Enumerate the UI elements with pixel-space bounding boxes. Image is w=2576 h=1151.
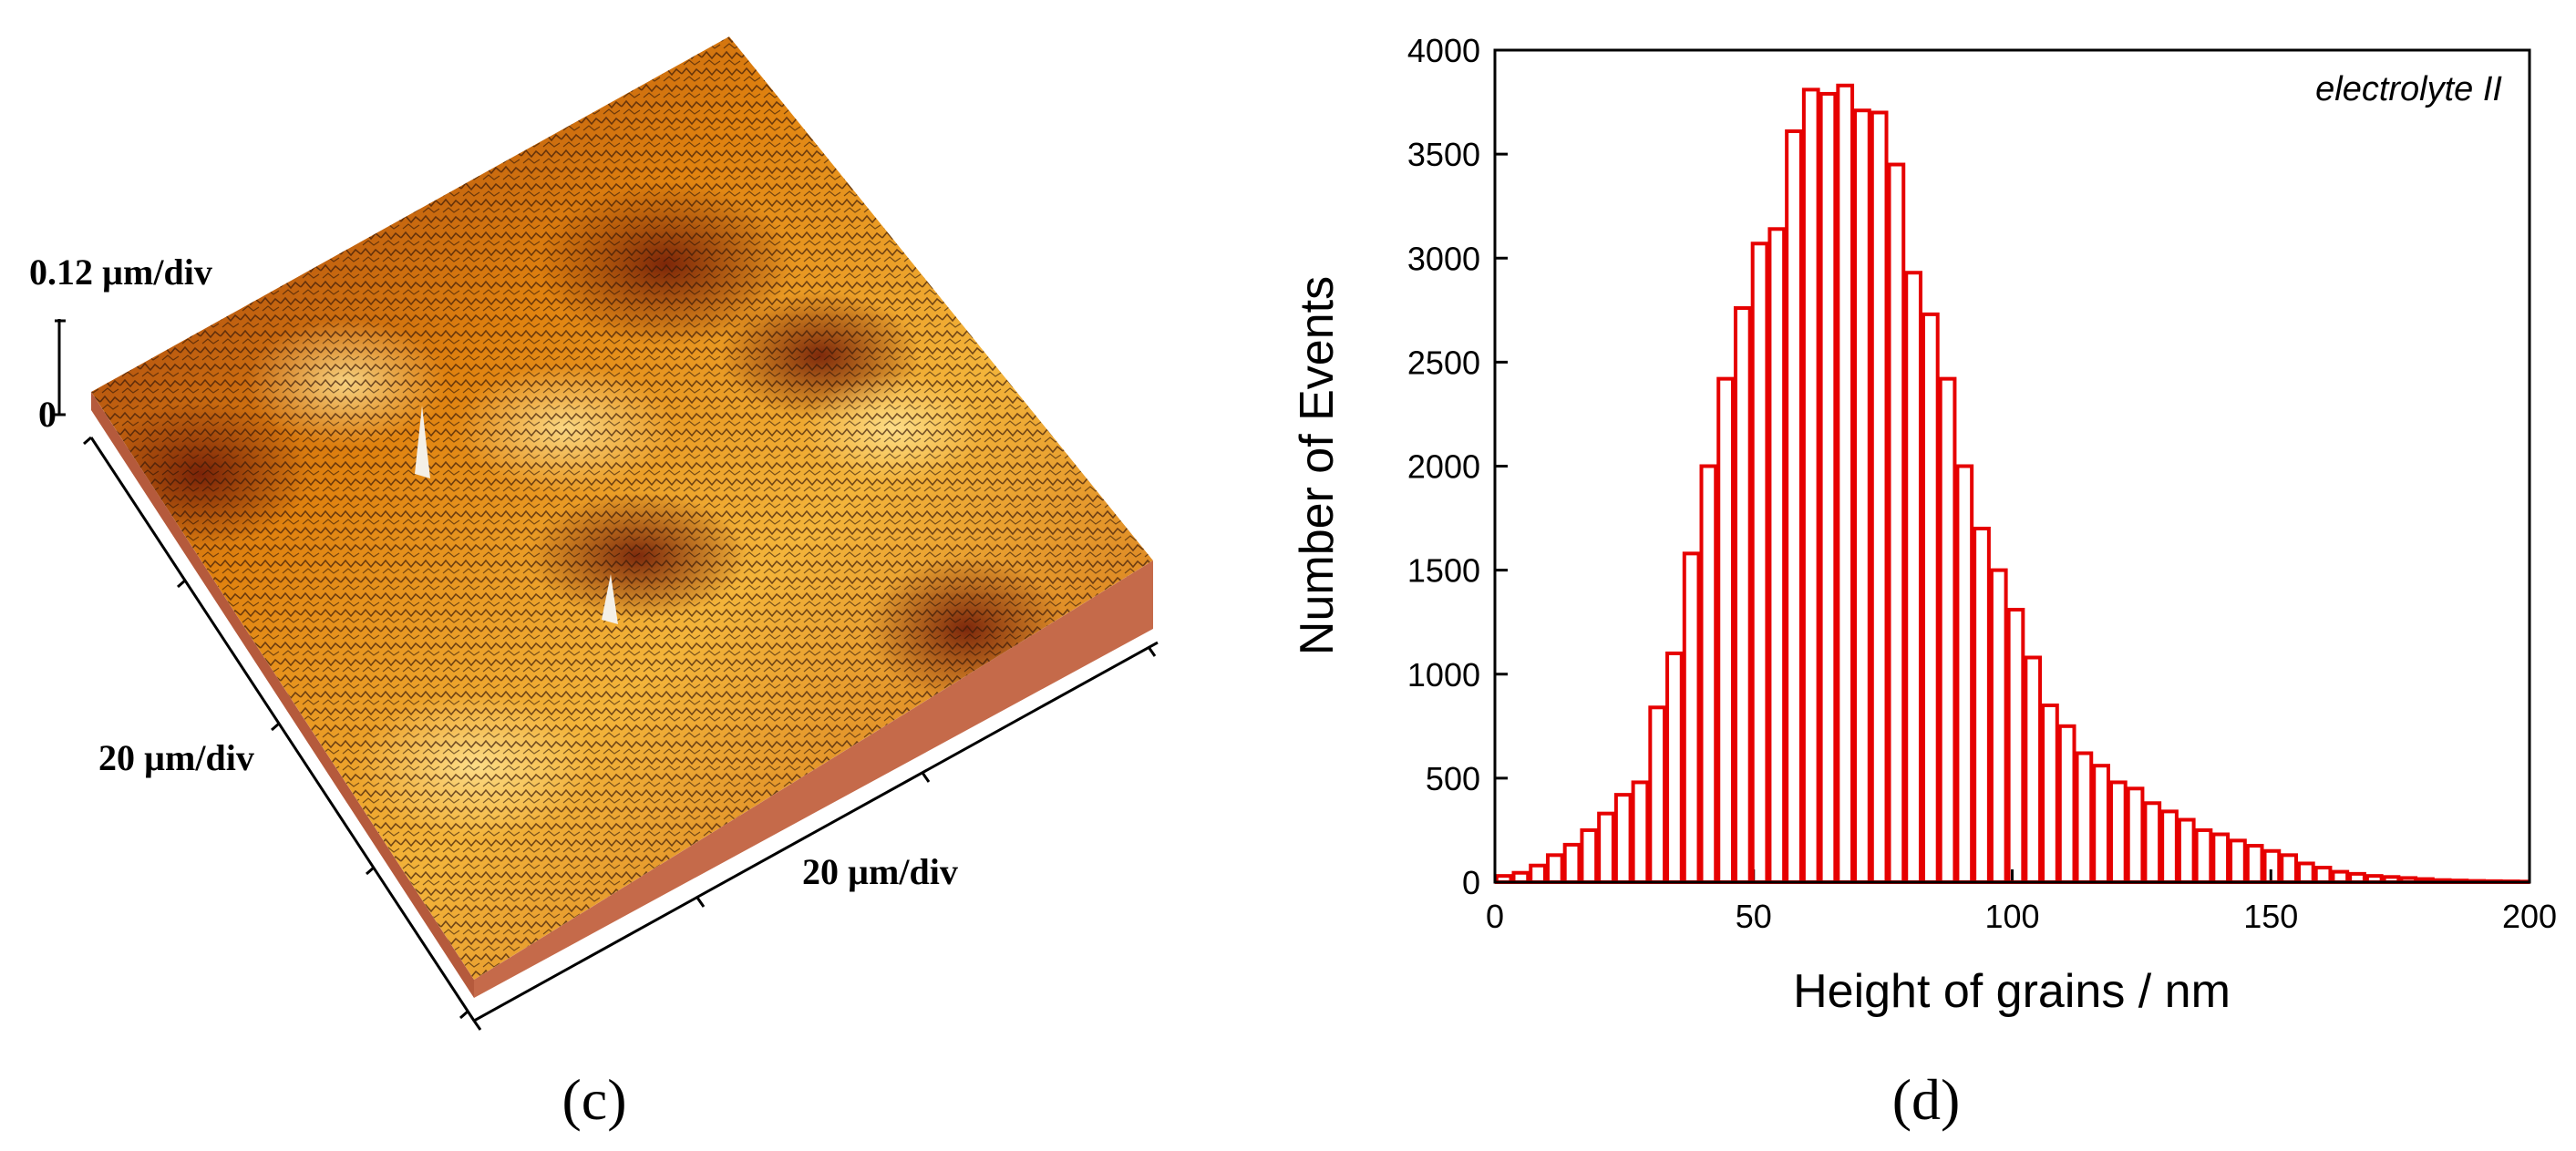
histogram-bar	[2177, 817, 2196, 885]
histogram-bar	[1785, 129, 1803, 884]
y-tick-label: 3000	[1407, 240, 1480, 277]
histogram-bar	[2041, 703, 2059, 884]
histogram-bar	[1511, 870, 1530, 885]
histogram-bar	[1562, 842, 1582, 884]
panel-d-label: (d)	[1892, 1067, 1961, 1132]
histogram-bar	[2194, 827, 2213, 884]
surface-right-wall	[474, 560, 1153, 998]
histogram-bar	[2108, 780, 2128, 884]
histogram-bar	[1597, 811, 1615, 884]
histogram-bar	[2024, 655, 2043, 884]
histogram-bar	[1648, 705, 1667, 885]
histogram-bar	[2092, 764, 2110, 884]
histogram-bar	[1853, 108, 1871, 884]
histogram-bar	[1870, 110, 1889, 885]
x-axis-label: Height of grains / nm	[1793, 965, 2231, 1018]
y-tick-label: 500	[1426, 760, 1480, 797]
histogram-bar	[1613, 793, 1633, 885]
y-tick-label: 2500	[1407, 344, 1480, 381]
histogram-bar	[2057, 724, 2076, 884]
histogram-bar	[2331, 869, 2350, 885]
right-scale-label: 20 µm/div	[802, 851, 958, 892]
histogram-bar	[1887, 162, 1906, 885]
x-tick-label: 50	[1736, 898, 1772, 935]
histogram-bar	[1699, 464, 1718, 884]
histogram-bar	[2296, 861, 2315, 885]
y-tick-label: 1500	[1407, 552, 1480, 590]
plot-frame	[1493, 48, 2531, 884]
y-tick-label: 3500	[1407, 136, 1480, 173]
histogram-bar	[1801, 87, 1820, 885]
x-tick-label: 200	[2502, 898, 2557, 935]
histogram-bar	[1733, 306, 1752, 884]
y-tick-label: 4000	[1407, 32, 1480, 69]
annotation-electrolyte: electrolyte II	[2315, 70, 2502, 108]
left-scale-label: 20 µm/div	[98, 737, 254, 778]
histogram-panel: 0 500 1000 1500 2000 2500 3000 3500 4000 0 50 100 1…	[1291, 32, 2557, 1132]
z-scale-label: 0.12 µm/div	[29, 252, 212, 293]
histogram-bar	[2313, 866, 2333, 885]
y-tick-label: 1000	[1407, 656, 1480, 694]
histogram-bar	[1529, 863, 1547, 884]
histogram-bar	[2280, 853, 2298, 885]
histogram-bar	[2160, 809, 2179, 885]
x-tick-label: 100	[1984, 898, 2039, 935]
x-tick-label: 0	[1486, 898, 1504, 935]
histogram-bar	[1665, 651, 1684, 884]
y-tick-label: 2000	[1407, 448, 1480, 486]
histogram-bar	[2143, 801, 2162, 885]
y-axis-label: Number of Events	[1291, 276, 1344, 655]
histogram-bar	[1682, 551, 1701, 884]
histogram-bar	[1973, 526, 1991, 884]
histogram-bar	[2126, 786, 2145, 884]
histogram-bars	[1494, 83, 2530, 885]
histogram-bar	[1750, 242, 1769, 884]
histogram-bar	[2211, 832, 2231, 885]
histogram-bar	[1938, 376, 1957, 884]
surface-front-wall	[91, 392, 474, 998]
x-tick-label: 150	[2243, 898, 2298, 935]
histogram-bar	[1904, 271, 1922, 885]
histogram-bar	[1716, 376, 1735, 884]
y-tick-label: 0	[1462, 864, 1480, 901]
histogram-bar	[2245, 844, 2264, 885]
histogram-bar	[1989, 568, 2008, 884]
z-zero-label: 0	[38, 394, 57, 435]
histogram-bar	[1631, 780, 1650, 884]
histogram-bar	[2229, 838, 2247, 884]
histogram-bar	[2006, 607, 2025, 884]
afm-surface-panel: 0.12 µm/div 0 20 µm/div 20 µm/div (c)	[29, 36, 1159, 1132]
histogram-bar	[1580, 827, 1599, 884]
histogram-bar	[1921, 312, 1940, 884]
panel-c-label: (c)	[562, 1067, 626, 1132]
histogram-bar	[1545, 853, 1564, 885]
histogram-bar	[1767, 227, 1787, 885]
histogram-bar	[1819, 91, 1838, 885]
y-axis-ticks: 0 500 1000 1500 2000 2500 3000 3500 4000	[1407, 32, 1508, 901]
histogram-bar	[1955, 464, 1974, 884]
histogram-bar	[2075, 751, 2094, 884]
histogram-bar	[1836, 83, 1855, 885]
